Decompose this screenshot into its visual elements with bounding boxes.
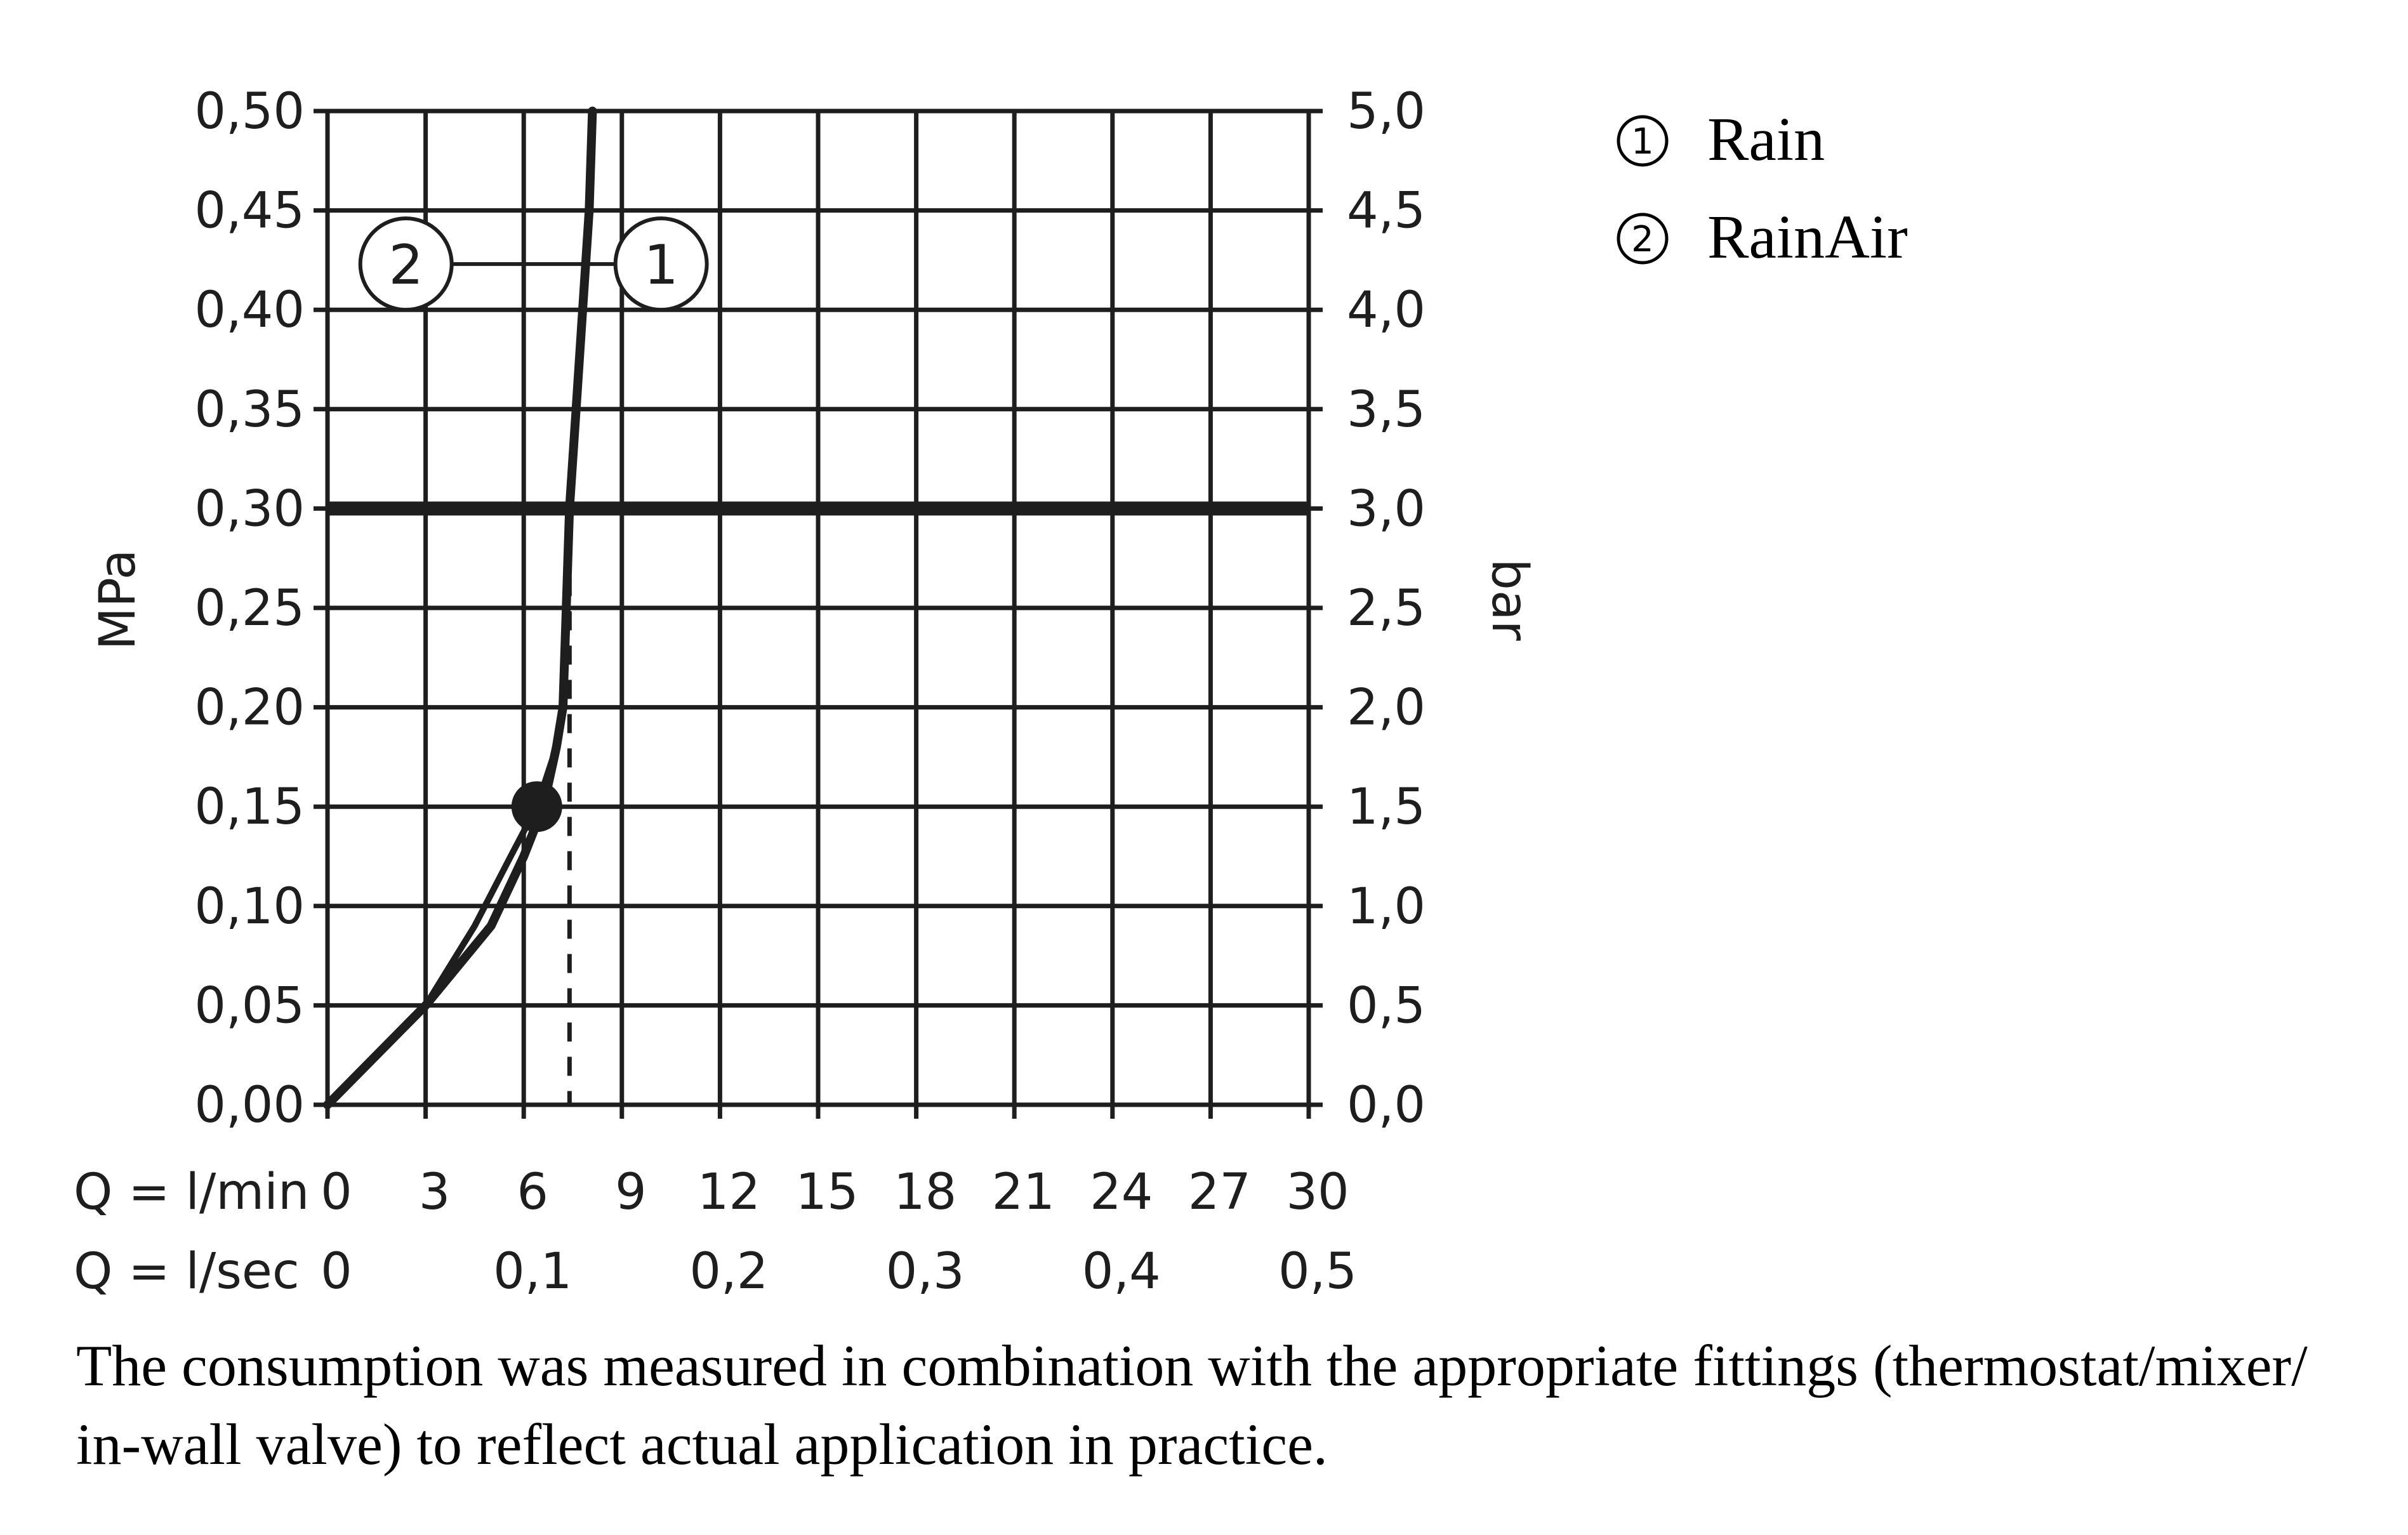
y-tick-label-right: 2,0 [1347, 680, 1426, 737]
legend: 1 Rain 2 RainAir [1617, 105, 1908, 272]
legend-marker-1 [1617, 115, 1669, 167]
y-tick-label-right: 0,5 [1347, 977, 1426, 1034]
y-tick-label-left: 0,40 [194, 282, 305, 339]
x-tick-label-lsec: 0,5 [1278, 1243, 1357, 1300]
y-axis-label-left: MPa [89, 550, 147, 650]
y-tick-label-right: 4,0 [1347, 282, 1426, 339]
legend-item-rainair: 2 RainAir [1617, 203, 1908, 272]
y-axis-label-right: bar [1481, 558, 1538, 641]
x-tick-label-lmin: 30 [1286, 1164, 1349, 1221]
x-axis-label-lmin: Q = l/min [74, 1164, 309, 1221]
y-tick-label-left: 0,30 [194, 480, 305, 537]
y-tick-label-right: 5,0 [1347, 83, 1426, 140]
y-tick-label-left: 0,00 [194, 1077, 305, 1134]
x-tick-label-lsec: 0,2 [689, 1243, 768, 1300]
y-tick-label-right: 4,5 [1347, 183, 1426, 240]
callout-label-2: 2 [388, 234, 423, 297]
series-layer [323, 107, 597, 1109]
x-tick-label-lsec: 0,1 [493, 1243, 572, 1300]
callout-bubble-2 [358, 216, 454, 312]
x-tick-label-lmin: 24 [1090, 1164, 1153, 1221]
legend-label: RainAir [1707, 203, 1908, 272]
note-line-1: The consumption was measured in combinat… [76, 1333, 2308, 1398]
y-tick-label-left: 0,45 [194, 183, 305, 240]
legend-label: Rain [1707, 105, 1825, 174]
y-tick-label-right: 1,5 [1347, 779, 1426, 836]
y-tick-label-left: 0,20 [194, 680, 305, 737]
note-line-2: in-wall valve) to reflect actual applica… [76, 1412, 1328, 1477]
legend-item-rain: 1 Rain [1617, 105, 1825, 174]
tick-labels: 0,000,050,100,150,200,250,300,350,400,45… [194, 83, 1426, 1300]
x-axis-label-lsec: Q = l/sec [74, 1243, 300, 1300]
y-tick-label-left: 0,50 [194, 83, 305, 140]
x-tick-label-lmin: 27 [1188, 1164, 1251, 1221]
x-tick-label-lmin: 9 [615, 1164, 647, 1221]
series-line-rainair [324, 108, 596, 1108]
y-tick-label-left: 0,10 [194, 878, 305, 935]
y-tick-label-left: 0,05 [194, 977, 305, 1034]
y-tick-label-left: 0,25 [194, 580, 305, 637]
x-tick-label-lmin: 21 [992, 1164, 1055, 1221]
x-tick-label-lmin: 12 [698, 1164, 760, 1221]
y-tick-label-right: 0,0 [1347, 1077, 1426, 1134]
x-tick-label-lsec: 0 [321, 1243, 352, 1300]
x-tick-label-lmin: 3 [419, 1164, 451, 1221]
legend-number: 1 [1631, 121, 1654, 162]
x-tick-label-lsec: 0,4 [1082, 1243, 1161, 1300]
y-tick-label-right: 1,0 [1347, 878, 1426, 935]
y-tick-label-right: 3,5 [1347, 381, 1426, 438]
x-tick-label-lmin: 18 [894, 1164, 956, 1221]
operating-point-marker [511, 781, 562, 833]
y-tick-label-right: 2,5 [1347, 580, 1426, 637]
legend-number: 2 [1631, 219, 1654, 260]
y-tick-label-right: 3,0 [1347, 480, 1426, 537]
y-tick-label-left: 0,35 [194, 381, 305, 438]
x-tick-label-lsec: 0,3 [886, 1243, 965, 1300]
x-tick-label-lmin: 15 [795, 1164, 858, 1221]
reference-line-layer [327, 501, 1309, 1105]
measurement-note: The consumption was measured in combinat… [76, 1326, 2386, 1484]
y-tick-label-left: 0,15 [194, 779, 305, 836]
callout-bubble-1 [613, 216, 709, 312]
x-tick-label-lmin: 0 [321, 1164, 352, 1221]
legend-marker-2 [1617, 213, 1669, 265]
callout-label-1: 1 [644, 234, 678, 297]
x-tick-label-lmin: 6 [517, 1164, 548, 1221]
